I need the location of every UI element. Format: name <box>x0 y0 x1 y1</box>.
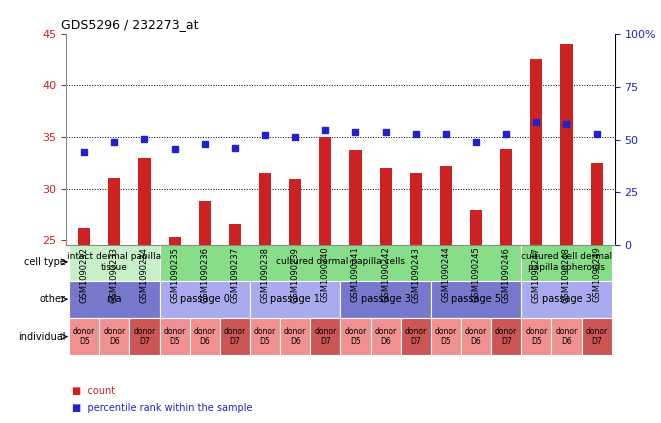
Bar <box>340 280 431 318</box>
Bar <box>280 318 310 355</box>
Text: other: other <box>40 294 65 304</box>
Text: donor
D7: donor D7 <box>495 327 518 346</box>
Bar <box>401 318 431 355</box>
Text: donor
D5: donor D5 <box>254 327 276 346</box>
Bar <box>431 318 461 355</box>
Bar <box>190 318 220 355</box>
Text: donor
D5: donor D5 <box>435 327 457 346</box>
Bar <box>250 318 280 355</box>
Bar <box>130 318 159 355</box>
Bar <box>591 163 603 245</box>
Text: cultured dermal papilla cells: cultured dermal papilla cells <box>276 258 405 266</box>
Text: passage 5: passage 5 <box>451 294 501 304</box>
Bar <box>310 318 340 355</box>
Bar <box>69 280 159 318</box>
Bar <box>220 318 250 355</box>
Bar <box>159 243 522 280</box>
Text: donor
D7: donor D7 <box>224 327 246 346</box>
Bar <box>250 280 340 318</box>
Bar <box>350 151 362 245</box>
Bar <box>108 178 120 245</box>
Bar <box>440 166 452 245</box>
Bar <box>159 318 190 355</box>
Bar <box>169 237 180 245</box>
Bar <box>69 318 99 355</box>
Text: donor
D5: donor D5 <box>525 327 547 346</box>
Bar <box>78 228 90 245</box>
Text: intact dermal papilla
tissue: intact dermal papilla tissue <box>67 252 161 272</box>
Bar <box>379 168 392 245</box>
Bar <box>522 318 551 355</box>
Bar <box>159 280 250 318</box>
Text: donor
D6: donor D6 <box>284 327 306 346</box>
Bar <box>199 201 211 245</box>
Bar <box>99 318 130 355</box>
Bar <box>319 137 331 245</box>
Text: donor
D7: donor D7 <box>586 327 607 346</box>
Text: donor
D7: donor D7 <box>134 327 155 346</box>
Bar <box>500 149 512 245</box>
Bar <box>340 318 371 355</box>
Text: donor
D6: donor D6 <box>555 327 578 346</box>
Text: GDS5296 / 232273_at: GDS5296 / 232273_at <box>61 18 198 31</box>
Bar <box>491 318 522 355</box>
Bar <box>582 318 611 355</box>
Text: donor
D6: donor D6 <box>194 327 216 346</box>
Text: passage 3: passage 3 <box>361 294 410 304</box>
Bar <box>522 243 611 280</box>
Text: donor
D5: donor D5 <box>163 327 186 346</box>
Bar <box>551 318 582 355</box>
Bar <box>470 210 482 245</box>
Bar <box>69 243 159 280</box>
Text: donor
D7: donor D7 <box>314 327 336 346</box>
Bar <box>229 224 241 245</box>
Text: donor
D7: donor D7 <box>405 327 427 346</box>
Text: ■  count: ■ count <box>71 386 115 396</box>
Bar <box>522 280 611 318</box>
Text: donor
D6: donor D6 <box>465 327 487 346</box>
Bar <box>138 158 151 245</box>
Text: donor
D6: donor D6 <box>103 327 126 346</box>
Text: passage 0: passage 0 <box>180 294 230 304</box>
Text: cell type: cell type <box>24 257 65 267</box>
Bar <box>461 318 491 355</box>
Text: donor
D5: donor D5 <box>73 327 95 346</box>
Text: donor
D6: donor D6 <box>375 327 397 346</box>
Text: n/a: n/a <box>106 294 122 304</box>
Bar <box>431 280 522 318</box>
Bar <box>259 173 271 245</box>
Bar <box>530 59 543 245</box>
Bar <box>410 173 422 245</box>
Bar <box>561 44 572 245</box>
Text: donor
D5: donor D5 <box>344 327 367 346</box>
Bar <box>289 179 301 245</box>
Text: passage 1: passage 1 <box>270 294 320 304</box>
Text: cultured cell dermal
papilla spheroids: cultured cell dermal papilla spheroids <box>521 252 612 272</box>
Text: ■  percentile rank within the sample: ■ percentile rank within the sample <box>71 403 252 413</box>
Text: passage 3: passage 3 <box>541 294 592 304</box>
Text: individual: individual <box>18 332 65 342</box>
Bar <box>371 318 401 355</box>
